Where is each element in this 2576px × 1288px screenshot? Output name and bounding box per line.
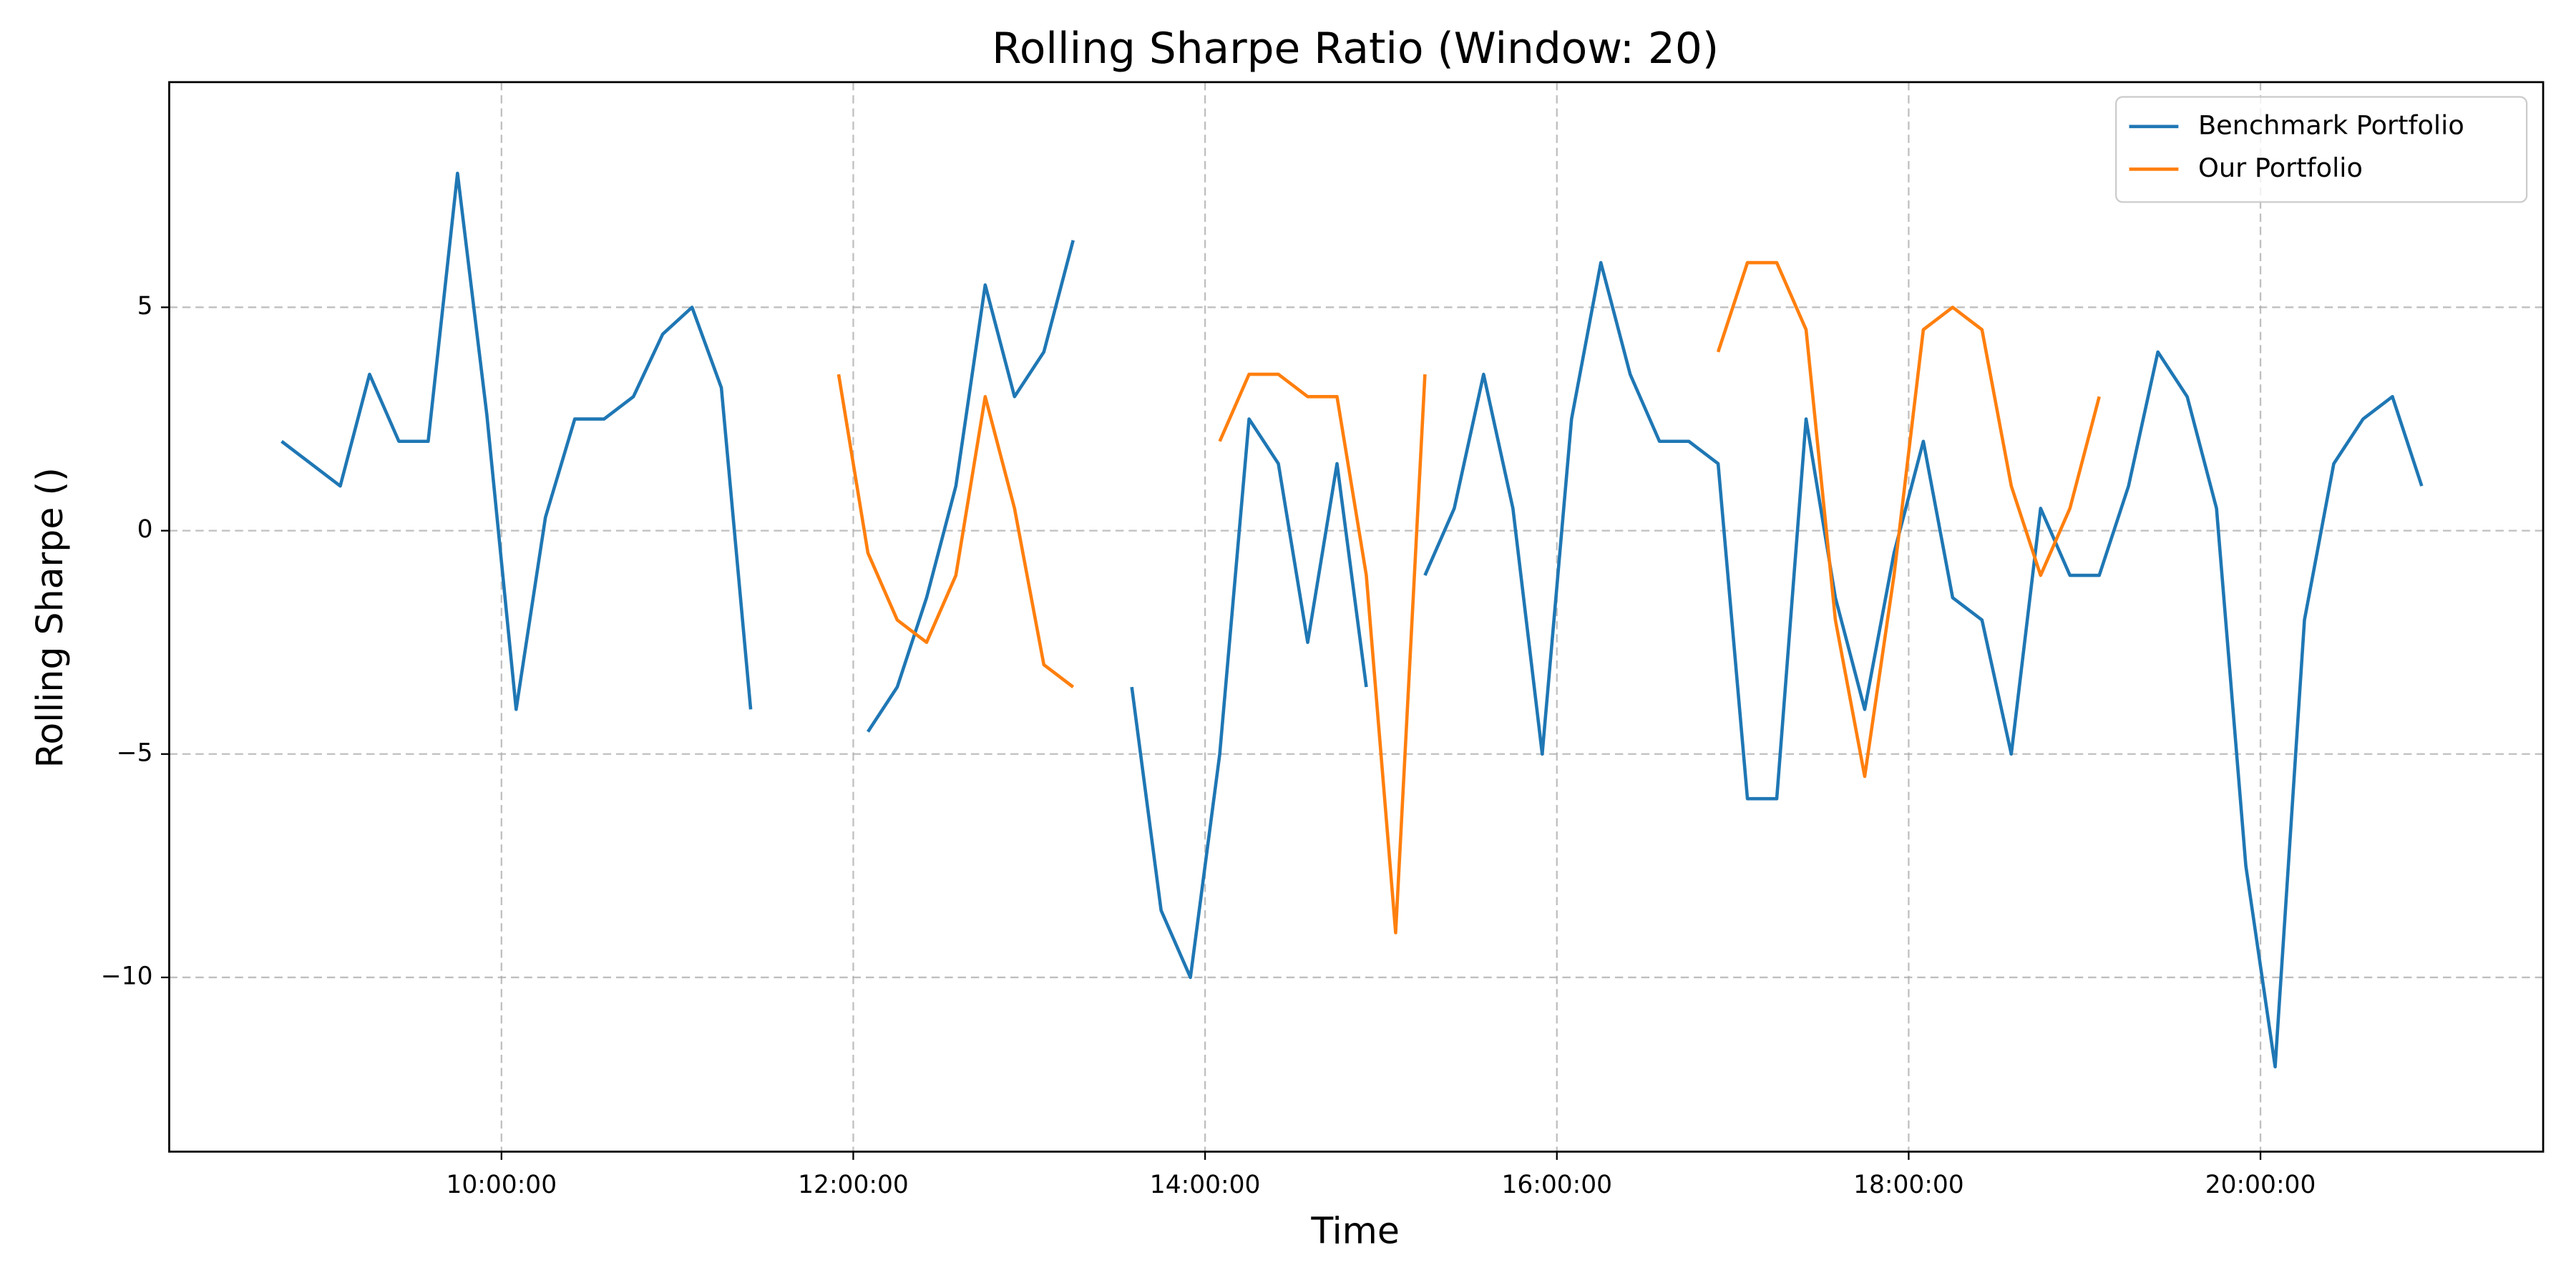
x-tick-label: 16:00:00 <box>1501 1171 1612 1199</box>
series-line <box>836 260 2101 935</box>
plot-frame <box>168 81 2545 1153</box>
y-tick-label: −5 <box>117 738 153 767</box>
y-axis-label: Rolling Sharpe () <box>29 467 71 768</box>
x-axis-label: Time <box>1310 1210 1400 1252</box>
x-tick-label: 18:00:00 <box>1853 1171 1964 1199</box>
x-tick-label: 12:00:00 <box>798 1171 909 1199</box>
y-tick-label: 5 <box>137 292 153 321</box>
chart-title: Rolling Sharpe Ratio (Window: 20) <box>992 24 1719 74</box>
legend-box <box>2114 96 2528 203</box>
x-tick-label: 14:00:00 <box>1150 1171 1261 1199</box>
y-tick-label: −10 <box>101 962 153 990</box>
legend-label: Our Portfolio <box>2198 152 2363 183</box>
x-tick-label: 10:00:00 <box>447 1171 557 1199</box>
series-line <box>280 171 2424 1069</box>
x-tick-label: 20:00:00 <box>2205 1171 2316 1199</box>
legend-label: Benchmark Portfolio <box>2198 109 2464 140</box>
y-tick-label: 0 <box>137 515 153 544</box>
